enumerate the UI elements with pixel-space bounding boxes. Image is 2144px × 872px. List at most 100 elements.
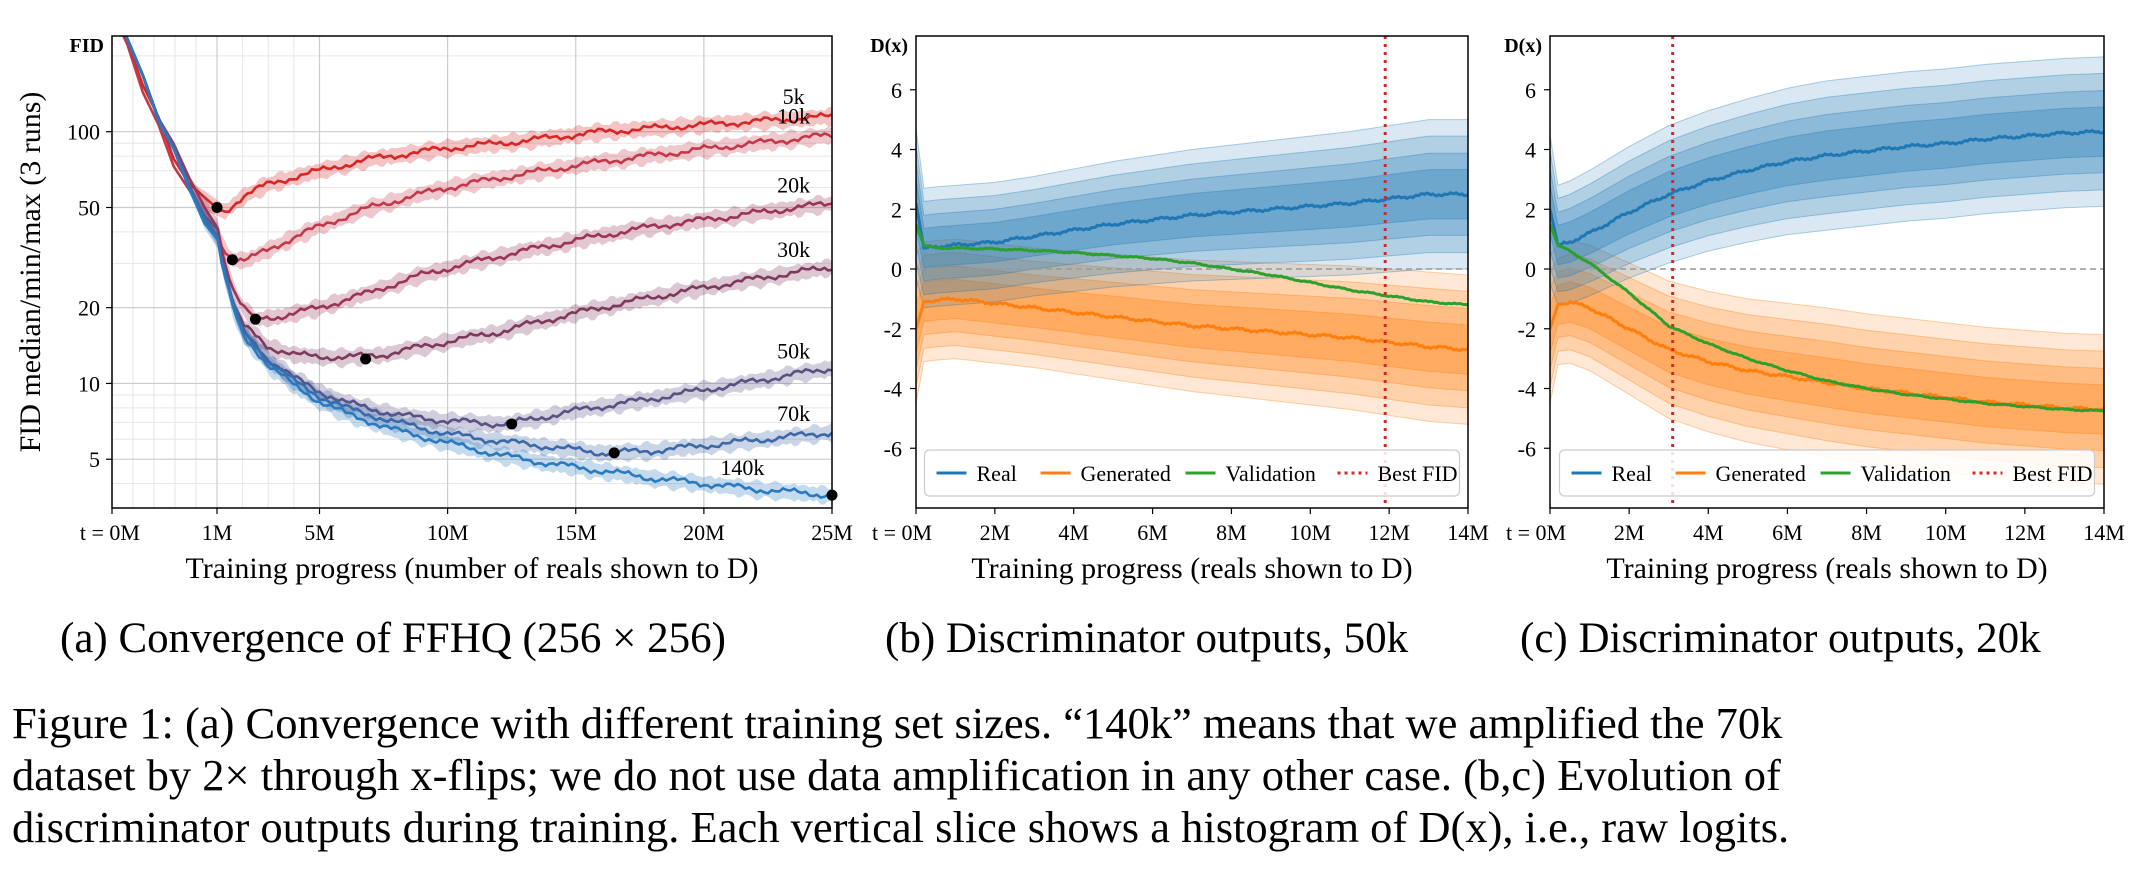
figure-caption-line-3: discriminator outputs during training. E… [12,802,1790,852]
x-axis-label: Training progress (reals shown to D) [971,552,1412,585]
fid-series-5k [122,36,832,213]
figure-caption-line-2: dataset by 2× through x-flips; we do not… [12,750,1781,800]
disc-chart-b: -6 -4 -2 0 2 4 6 t = 0M 2M 4M 6M 8M 10M 12M 14M D(x) Tra… [870,35,1489,585]
x-tick-label: 14M [2083,520,2125,545]
y-tick-label: -4 [884,377,902,402]
x-tick-label: t = 0M [80,520,140,545]
y-tick-label: 100 [67,120,100,145]
x-axis-label: Training progress (reals shown to D) [1606,552,2047,585]
legend-label-real: Real [1612,461,1652,486]
disc-plot-area-c [1550,56,2104,485]
x-tick-label: 8M [1851,520,1882,545]
y-axis-top-label: D(x) [1504,35,1542,57]
fid-series-70k [124,36,832,458]
y-tick-label: 6 [891,78,902,103]
legend-c: Real Generated Validation Best FID [1558,449,2096,497]
y-tick-label: 50 [78,195,100,220]
y-tick-label: -2 [1518,317,1536,342]
legend-label-generated: Generated [1716,461,1806,486]
y-tick-label: 4 [891,138,902,163]
fid-series-label-140k: 140k [720,455,764,480]
subcaption-a: (a) Convergence of FFHQ (256 × 256) [60,615,726,662]
legend-label-validation: Validation [1861,461,1951,486]
figure-caption-line-1: Figure 1: (a) Convergence with different… [12,698,1783,748]
best-fid-marker-20k [249,313,261,325]
x-tick-label: t = 0M [1506,520,1566,545]
validation-series-line [1550,223,2104,413]
y-tick-label: -2 [884,317,902,342]
x-tick-label: 4M [1058,520,1089,545]
best-fid-marker-5k [211,201,223,213]
x-tick-label: 6M [1772,520,1803,545]
real-series-line [1550,128,2104,247]
fid-plot-frame [111,35,833,509]
real-histogram-band [916,152,1468,282]
generated-histogram-band [1550,253,2104,469]
x-tick-label: 20M [683,520,725,545]
real-histogram-band [1550,106,2104,266]
fid-series-label-50k: 50k [777,338,810,363]
generated-histogram-band [916,265,1468,392]
y-tick-label: 0 [891,257,902,282]
fid-series-10k [121,36,832,265]
generated-series-line [916,296,1468,353]
fid-series-label-10k: 10k [777,104,810,129]
legend-label-validation: Validation [1226,461,1316,486]
best-fid-marker-30k [360,353,372,365]
real-series-line [916,191,1468,250]
real-histogram-band [1550,90,2104,279]
x-tick-label: 10M [427,520,469,545]
y-tick-label: -4 [1518,377,1536,402]
fid-plot-area [121,36,832,505]
generated-histogram-band [1550,281,2104,435]
x-tick-label: 12M [1368,520,1410,545]
x-tick-label: 2M [980,520,1011,545]
legend-b: Real Generated Validation Best FID [923,449,1461,497]
y-tick-label: 4 [1525,138,1536,163]
validation-series-line [916,223,1468,307]
generated-histogram-band [916,251,1468,409]
legend-label-best-fid: Best FID [1378,461,1458,486]
disc-plot-frame-c [1549,35,2105,509]
y-tick-label: 10 [78,371,100,396]
fid-series-label-30k: 30k [777,237,810,262]
fid-series-label-20k: 20k [777,172,810,197]
x-tick-label: 8M [1216,520,1247,545]
real-histogram-band [1550,56,2104,306]
x-tick-label: 4M [1693,520,1724,545]
y-axis-top-label: FID [70,35,104,57]
best-fid-marker-10k [226,254,238,266]
subcaption-c: (c) Discriminator outputs, 20k [1520,615,2041,662]
generated-histogram-band [1550,267,2104,451]
generated-series-line [1550,299,2104,413]
fid-minmax-band-10k [122,36,832,270]
y-tick-label: -6 [884,436,902,461]
fid-series-label-70k: 70k [777,401,810,426]
y-tick-label: 5 [89,447,100,472]
fid-series-140k [124,36,832,499]
x-tick-label: 14M [1447,520,1489,545]
y-axis-top-label: D(x) [870,35,908,57]
legend-label-generated: Generated [1081,461,1171,486]
y-tick-label: 2 [1525,197,1536,222]
x-tick-label: 5M [304,520,335,545]
x-tick-label: 10M [1290,520,1332,545]
y-tick-label: 6 [1525,78,1536,103]
real-histogram-band [916,169,1468,269]
y-tick-label: 0 [1525,257,1536,282]
x-tick-label: 25M [811,520,853,545]
x-tick-label: 1M [202,520,233,545]
best-fid-marker-50k [506,418,518,430]
legend-label-best-fid: Best FID [2013,461,2093,486]
fid-minmax-band-140k [124,36,832,505]
x-tick-label: 2M [1614,520,1645,545]
y-axis-label: FID median/min/max (3 runs) [14,92,47,453]
fid-series-label-5k: 5k [783,84,805,109]
x-tick-label: 10M [1925,520,1967,545]
best-fid-marker-70k [608,447,620,459]
fid-series-30k [124,36,832,362]
x-tick-label: 15M [555,520,597,545]
disc-plot-frame-b [915,35,1469,509]
